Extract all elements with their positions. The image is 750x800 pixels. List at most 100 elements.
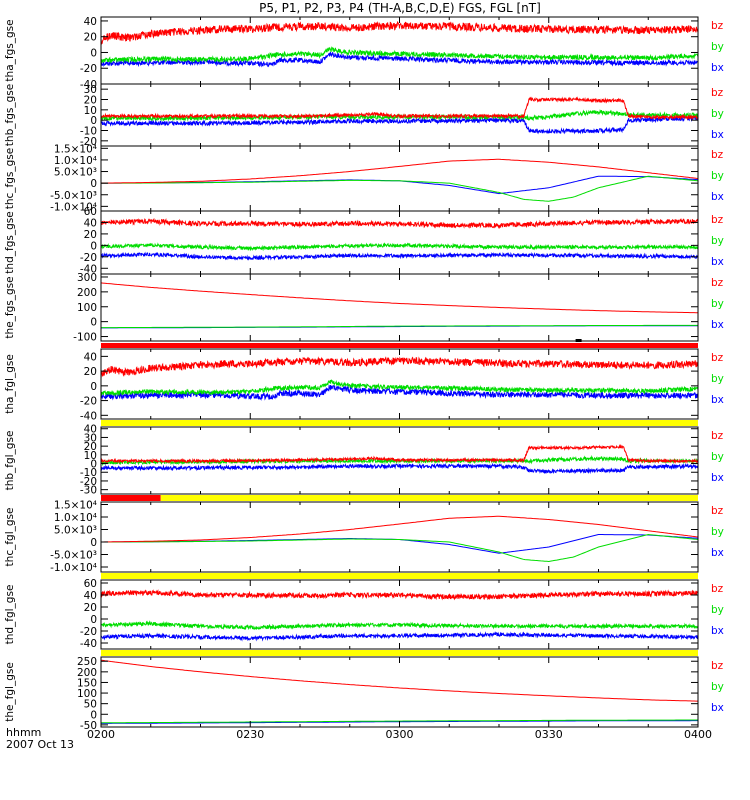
status-bar-segment [101,495,161,501]
series-line-by [101,533,698,563]
panel-frame [100,145,699,212]
series-line-bz [101,659,698,702]
status-bar [101,650,698,656]
y-tick-label: 60 [84,578,97,590]
y-tick-label: 0 [90,178,97,190]
y-tick-label: 40 [84,217,97,229]
y-tick-label: 200 [77,287,97,299]
legend-bz: bz [711,660,724,672]
y-tick-label: -20 [80,476,97,488]
x-tick-label: 0300 [386,728,414,741]
y-tick-label: 1.0×10⁴ [54,512,97,524]
legend-bx: bx [711,319,724,331]
y-tick-label: 1.5×10⁴ [54,143,97,155]
y-tick-label: 30 [84,84,97,96]
y-tick-label: -20 [80,136,97,148]
y-tick-label: -1.0×10⁴ [50,562,97,574]
series-line-bx [101,175,698,195]
series-line-bz [101,158,698,184]
legend-bz: bz [711,277,724,289]
y-axis-label: thd_fgl_gse [4,585,16,645]
y-tick-label: 30 [84,432,97,444]
legend-bx: bx [711,191,724,203]
y-tick-label: -50 [80,720,97,732]
series-line-bx [101,50,698,68]
y-tick-label: -5.0×10³ [50,190,97,202]
panel-frame [100,656,699,728]
y-axis-label: thc_fgl_gse [4,508,16,567]
y-axis-label: thd_fgs_gse [4,211,16,273]
y-axis-label: tha_fgl_gse [4,354,16,414]
y-tick-label: -40 [80,410,97,422]
y-tick-label: 1.0×10⁴ [54,155,97,167]
y-tick-label: 40 [84,424,97,436]
panel-tha_fgs_gse: -40 -20 0 20 40 tha_fgs_gse bz by bx [4,16,724,91]
y-tick-label: 20 [84,602,97,614]
legend-bz: bz [711,20,724,32]
y-tick-label: -20 [80,252,97,264]
y-tick-label: -40 [80,79,97,91]
legend-by: by [711,526,724,538]
series-line-bx [101,534,698,554]
legend-bz: bz [711,352,724,364]
series-line-bz [101,356,698,379]
x-axis: 0200 0230 0300 0330 0400 [87,728,712,741]
y-tick-label: 5.0×10³ [54,525,97,537]
legend-bx: bx [711,62,724,74]
y-tick-label: 10 [84,105,97,117]
series-line-bz [101,96,698,121]
x-tick-label: 0330 [535,728,563,741]
series-line-by [101,379,698,397]
series-line-bz [101,589,698,601]
legend-by: by [711,681,724,693]
legend-bx: bx [711,256,724,268]
y-tick-label: 60 [84,206,97,218]
y-tick-label: 0 [90,47,97,59]
y-axis-label: the_fgl_gse [4,662,16,722]
y-axis-label: the_fgs_gse [4,276,16,338]
series-line-bx [101,462,698,475]
series-line-bz [101,20,698,45]
series-line-bz [101,515,698,543]
panel-the_fgs_gse: -100 0 100 200 300 the_fgs_gse bz by bx [4,272,724,348]
y-tick-label: 1.5×10⁴ [54,500,97,512]
legend-bx: bx [711,625,724,637]
y-tick-label: 5.0×10³ [54,167,97,179]
y-tick-label: 20 [84,366,97,378]
legend-bz: bz [711,430,724,442]
y-tick-label: -20 [80,626,97,638]
legend-bx: bx [711,547,724,559]
y-tick-label: 20 [84,95,97,107]
y-tick-label: 0 [90,115,97,127]
y-tick-label: 20 [84,32,97,44]
y-tick-label: -5.0×10³ [50,550,97,562]
status-bar [101,495,698,501]
legend-bx: bx [711,472,724,484]
status-bar-mark [575,339,582,342]
y-tick-label: -10 [80,126,97,138]
y-tick-label: 40 [84,351,97,363]
status-bar-segment [160,495,698,501]
y-tick-label: 0 [90,537,97,549]
status-bar-segment [101,650,698,656]
status-bar-segment [101,420,698,426]
y-tick-label: 0 [90,709,97,721]
y-tick-label: 100 [77,688,97,700]
series-line-bx [101,251,698,261]
series-line-bz [101,282,698,314]
series-line-bx [101,114,698,135]
y-tick-label: 0 [90,459,97,471]
y-axis-label: thc_fgs_gse [4,148,16,209]
series-line-bz [101,217,698,230]
status-bar [101,339,698,348]
y-axis-label: tha_fgs_gse [4,19,16,81]
legend-by: by [711,451,724,463]
y-tick-label: 0 [90,240,97,252]
